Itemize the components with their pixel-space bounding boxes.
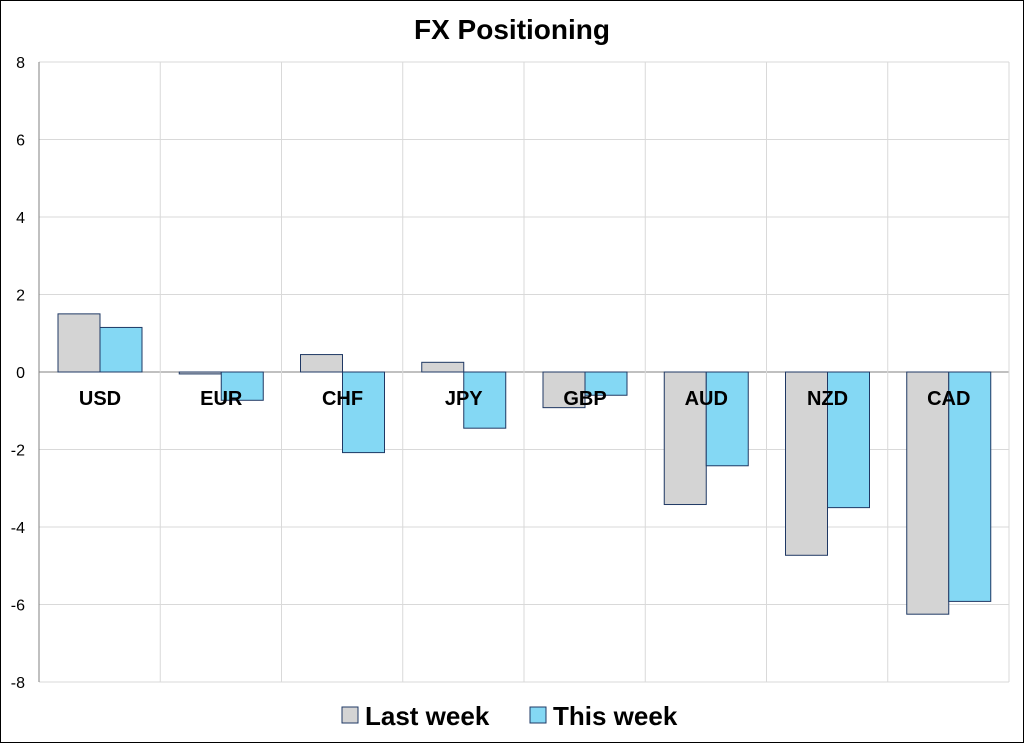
legend-swatch-this-week [529, 706, 547, 724]
category-label-jpy: JPY [445, 388, 483, 410]
bar-last-week-usd [57, 313, 101, 373]
legend-label-last-week: Last week [365, 701, 490, 731]
y-tick-label: -4 [11, 520, 25, 537]
bar-this-week-chf [342, 371, 385, 454]
bar-this-week-eur [220, 371, 264, 401]
bar-last-week-jpy [421, 361, 465, 373]
category-label-cad: CAD [927, 388, 970, 410]
gridlines [38, 61, 1010, 683]
bar-last-week-eur [178, 371, 222, 375]
legend-label-this-week: This week [553, 701, 678, 731]
category-label-aud: AUD [685, 388, 728, 410]
y-axis-ticks: -8 -6 -4 -2 0 2 4 6 8 [11, 55, 25, 692]
y-tick-label: -6 [11, 598, 25, 615]
bar-this-week-nzd [827, 371, 870, 509]
y-tick-label: 2 [16, 288, 25, 305]
category-label-eur: EUR [200, 388, 243, 410]
category-label-gbp: GBP [563, 388, 606, 410]
bar-last-week-aud [663, 371, 707, 506]
bars [57, 313, 992, 615]
chart-title: FX Positioning [414, 14, 610, 45]
category-label-usd: USD [79, 388, 121, 410]
category-label-nzd: NZD [807, 388, 848, 410]
bar-this-week-cad [948, 371, 992, 602]
bar-this-week-jpy [463, 371, 507, 429]
category-labels: USD EUR CHF JPY GBP AUD NZD CAD [79, 388, 971, 410]
bar-this-week-aud [705, 371, 749, 467]
category-label-chf: CHF [322, 388, 363, 410]
legend: Last week This week [341, 701, 678, 731]
y-tick-label: 0 [16, 365, 25, 382]
bar-last-week-chf [300, 354, 343, 373]
legend-swatch-last-week [341, 706, 359, 724]
bar-this-week-usd [99, 326, 143, 373]
bar-this-week-gbp [584, 371, 628, 396]
y-tick-label: 4 [16, 210, 25, 227]
bar-last-week-nzd [785, 371, 828, 556]
bar-last-week-cad [906, 371, 950, 615]
y-tick-label: 6 [16, 133, 25, 150]
y-tick-label: -8 [11, 675, 25, 692]
y-tick-label: -2 [11, 443, 25, 460]
y-tick-label: 8 [16, 55, 25, 72]
